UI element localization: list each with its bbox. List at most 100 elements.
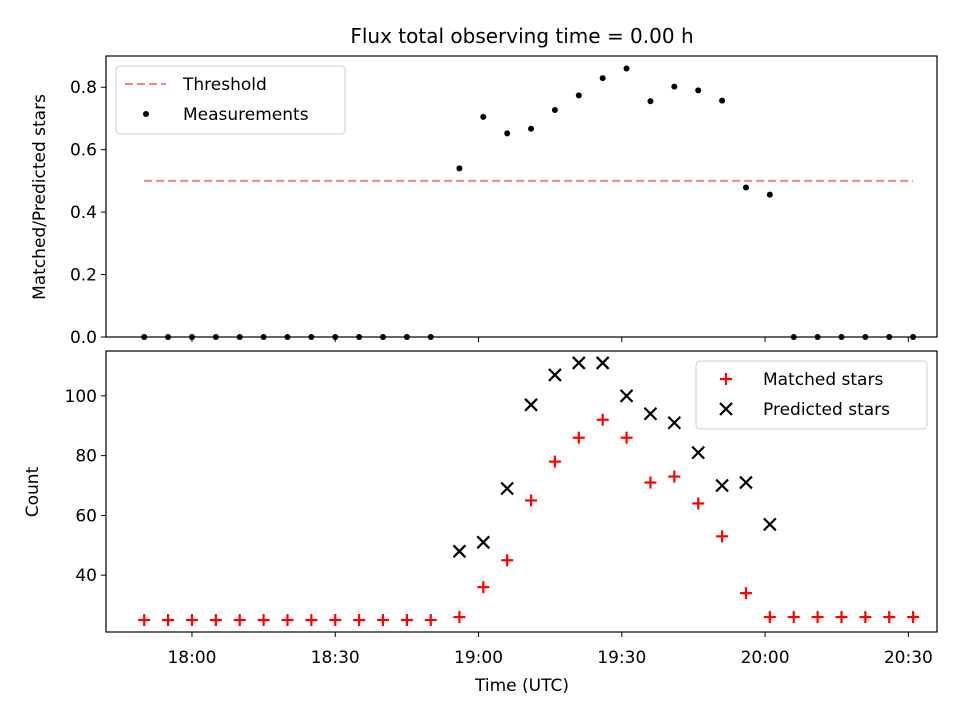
measurement-point [236, 334, 243, 340]
plot-frame [105, 350, 938, 633]
y-tick-label: 60 [75, 506, 97, 526]
matched-star-marker [644, 476, 657, 489]
matched-star-marker [596, 413, 609, 426]
matched-star-marker [377, 614, 389, 627]
measurement-point [308, 334, 315, 340]
measurement-point [623, 65, 630, 72]
matched-star-marker [572, 431, 585, 444]
matched-star-marker [883, 611, 896, 624]
matched-star-marker [305, 614, 318, 627]
x-tick-label: 20:30 [884, 648, 933, 668]
matched-star-marker [739, 587, 752, 600]
x-axis-label: Time (UTC) [474, 676, 569, 696]
x-tick-label: 19:00 [454, 648, 503, 668]
predicted-star-marker [643, 406, 658, 421]
measurement-point [766, 191, 773, 198]
predicted-star-marker [524, 398, 538, 412]
matched-star-marker [907, 611, 920, 624]
matched-star-marker [281, 614, 294, 627]
measurement-point [528, 125, 535, 132]
measurement-point [165, 334, 172, 340]
y-tick-label: 0.2 [70, 266, 97, 286]
measurement-point [671, 83, 678, 90]
legend-label: Threshold [182, 75, 267, 95]
matched-star-marker [787, 611, 800, 624]
measurement-point [814, 334, 821, 340]
matched-star-marker [329, 614, 342, 627]
bottom-y-axis-label: Count [23, 466, 43, 517]
measurement-point [456, 165, 463, 172]
matched-star-marker [477, 581, 490, 594]
predicted-star-marker [476, 535, 491, 550]
matched-star-marker [835, 611, 848, 624]
matched-star-marker [353, 614, 366, 627]
measurement-point [695, 87, 702, 94]
predicted-star-marker [667, 415, 682, 430]
x-tick-label: 18:30 [311, 648, 360, 668]
measurement-point [480, 113, 487, 120]
legend: Matched stars Predicted stars [695, 360, 928, 430]
legend-label: Predicted stars [763, 400, 890, 420]
predicted-star-marker [739, 475, 753, 490]
matched-star-marker [548, 455, 561, 468]
matched-star-marker [763, 611, 776, 624]
plot-frame [105, 55, 938, 338]
measurement-point [212, 334, 219, 340]
matched-star-marker [185, 614, 198, 627]
matched-star-marker [716, 530, 729, 543]
measurement-point [862, 334, 869, 340]
top-chart-title: Flux total observing time = 0.00 h [350, 24, 693, 48]
legend-label: Measurements [183, 105, 309, 125]
matched-star-marker [400, 614, 413, 627]
measurement-point [188, 334, 195, 340]
matched-star-marker [453, 611, 466, 624]
top-y-axis-label: Matched/Predicted stars [30, 94, 50, 300]
y-tick-label: 40 [75, 566, 97, 586]
y-tick-label: 0.4 [70, 203, 97, 223]
y-tick-label: 80 [75, 447, 97, 467]
measurement-point [551, 107, 558, 114]
matched-star-marker [692, 497, 705, 510]
predicted-star-marker [763, 517, 777, 532]
legend-predicted-swatch [719, 402, 733, 416]
y-tick-label: 0.8 [70, 78, 97, 98]
legend-label: Matched stars [763, 370, 883, 390]
matched-star-marker [620, 431, 633, 444]
measurement-point [742, 184, 749, 191]
legend-matched-swatch [720, 373, 732, 385]
measurement-point [838, 334, 845, 340]
predicted-star-marker [691, 445, 705, 460]
matched-star-marker [162, 614, 175, 627]
measurement-point [356, 334, 363, 340]
legend: Threshold Measurements [115, 65, 346, 135]
predicted-star-marker [572, 356, 586, 370]
predicted-star-marker [548, 368, 562, 382]
matched-star-marker [424, 614, 437, 627]
measurement-point [141, 334, 148, 340]
bottom-plot-area: 40 60 80 100 18:00 18:30 19:00 19:30 20:00 20:30 M… [65, 350, 938, 668]
top-plot-area: 0.0 0.2 0.4 0.6 0.8 Threshold Measurements [70, 55, 938, 348]
x-tick-label: 19:30 [597, 648, 646, 668]
matched-star-marker [257, 614, 270, 627]
measurement-point [599, 75, 606, 82]
y-tick-label: 100 [65, 387, 97, 407]
matched-star-marker [859, 611, 872, 624]
matched-star-marker [209, 614, 222, 627]
y-tick-label: 0.6 [70, 141, 97, 161]
measurement-point [332, 334, 339, 340]
measurement-point [380, 334, 386, 340]
predicted-star-marker [715, 478, 729, 493]
predicted-star-marker [595, 356, 610, 370]
measurement-point [284, 334, 291, 340]
measurement-point [790, 334, 797, 340]
matched-star-marker [138, 614, 151, 627]
measurement-point [504, 130, 511, 137]
measurement-point [403, 334, 410, 340]
x-tick-label: 20:00 [741, 648, 790, 668]
matched-star-marker [233, 614, 246, 627]
matched-star-marker [811, 611, 824, 624]
matched-star-marker [525, 494, 538, 507]
x-tick-label: 18:00 [167, 648, 216, 668]
measurement-point [575, 92, 582, 99]
predicted-star-marker [619, 389, 634, 403]
